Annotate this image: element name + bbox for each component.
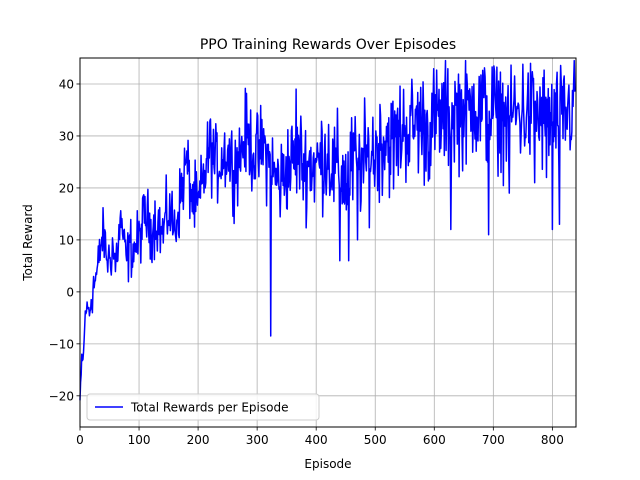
x-tick-label: 400 <box>305 433 328 447</box>
y-tick-label: 40 <box>59 77 74 91</box>
x-tick-label: 800 <box>541 433 564 447</box>
y-tick-label: −20 <box>49 389 74 403</box>
x-tick-label: 200 <box>187 433 210 447</box>
plot-frame <box>79 57 577 428</box>
series-line-total-rewards <box>79 59 576 401</box>
y-tick-label: 30 <box>59 129 74 143</box>
x-tick-label: 600 <box>423 433 446 447</box>
legend-box <box>86 393 320 421</box>
legend-label: Total Rewards per Episode <box>130 401 288 415</box>
y-tick-label: 10 <box>59 233 74 247</box>
y-tick-label: 0 <box>66 285 74 299</box>
y-tick-label: −10 <box>49 337 74 351</box>
x-tick-label: 500 <box>364 433 387 447</box>
y-tick-label: 20 <box>59 181 74 195</box>
x-tick-label: 700 <box>482 433 505 447</box>
x-axis-label: Episode <box>304 457 351 471</box>
y-axis-label: Total Reward <box>21 204 35 282</box>
legend: Total Rewards per Episode <box>86 393 320 421</box>
x-tick-label: 300 <box>246 433 269 447</box>
axis-ticks: 0 100 200 300 400 500 600 700 800 −20 −10 0 10 20 30 40 <box>49 77 564 447</box>
x-tick-label: 0 <box>76 433 84 447</box>
chart-title: PPO Training Rewards Over Episodes <box>200 37 456 53</box>
series-group <box>79 59 576 401</box>
x-tick-label: 100 <box>128 433 151 447</box>
